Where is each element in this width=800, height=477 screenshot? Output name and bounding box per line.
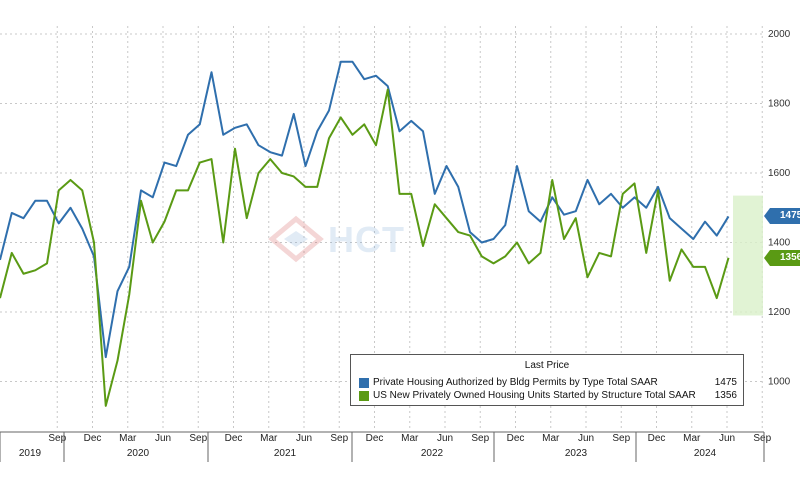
hct-watermark: HCT (268, 215, 418, 265)
x-axis: Sep Dec Mar Jun Sep Dec Mar Jun Sep Dec Mar Jun Sep D… (0, 431, 772, 462)
y-tick-label: 1400 (768, 238, 791, 249)
series-lines (0, 60, 730, 407)
x-tick-label: Dec (366, 433, 384, 444)
last-value-tag-permits: 1475 (763, 208, 800, 225)
x-tick-label: Jun (437, 433, 453, 444)
watermark-text: HCT (328, 219, 405, 260)
year-label: 2019 (19, 448, 42, 459)
legend-swatch-permits (359, 377, 369, 388)
x-tick-label: Sep (471, 433, 489, 444)
y-tick-label: 1600 (768, 168, 791, 179)
legend-value-permits: 1475 (714, 377, 737, 388)
x-tick-label: Dec (225, 433, 243, 444)
y-tick-label: 1200 (768, 307, 791, 318)
highlight-band (733, 195, 763, 316)
x-tick-label: Mar (119, 433, 137, 444)
x-tick-label: Mar (542, 433, 560, 444)
x-tick-label: Mar (260, 433, 278, 444)
year-label: 2024 (694, 448, 717, 459)
legend-title: Last Price (524, 360, 570, 371)
legend-item-permits: Private Housing Authorized by Bldg Permi… (359, 376, 737, 389)
y-axis-labels: 1000 1200 1400 1600 1800 2000 (768, 29, 791, 388)
x-tick-label: Dec (84, 433, 102, 444)
y-tick-label: 1000 (768, 377, 791, 388)
last-value-tag-starts: 1356 (763, 249, 800, 266)
legend-label-permits: Private Housing Authorized by Bldg Permi… (373, 377, 658, 388)
series-line-starts (0, 88, 730, 407)
year-label: 2021 (274, 448, 297, 459)
x-tick-label: Sep (612, 433, 630, 444)
x-tick-label: Sep (330, 433, 348, 444)
x-tick-label: Sep (189, 433, 207, 444)
series-line-permits (0, 60, 730, 359)
x-tick-label: Jun (578, 433, 594, 444)
x-tick-label: Mar (401, 433, 419, 444)
legend-label-starts: US New Privately Owned Housing Units Sta… (373, 390, 696, 401)
recent-period-highlight (733, 195, 763, 316)
x-tick-label: Mar (683, 433, 701, 444)
year-label: 2020 (127, 448, 150, 459)
x-tick-label: Jun (296, 433, 312, 444)
y-tick-label: 2000 (768, 29, 791, 40)
year-label: 2023 (565, 448, 588, 459)
x-tick-label: Jun (155, 433, 171, 444)
x-tick-label: Dec (507, 433, 525, 444)
x-tick-label: Jun (719, 433, 735, 444)
x-tick-label: Sep (48, 433, 66, 444)
y-tick-label: 1800 (768, 99, 791, 110)
legend-swatch-starts (359, 390, 369, 401)
legend-item-starts: US New Privately Owned Housing Units Sta… (359, 389, 737, 402)
legend: Last Price Private Housing Authorized by… (350, 354, 744, 406)
x-tick-label: Dec (648, 433, 666, 444)
legend-value-starts: 1356 (714, 390, 737, 401)
x-tick-label: Sep (753, 433, 771, 444)
hct-logo-icon (268, 215, 324, 263)
year-label: 2022 (421, 448, 444, 459)
